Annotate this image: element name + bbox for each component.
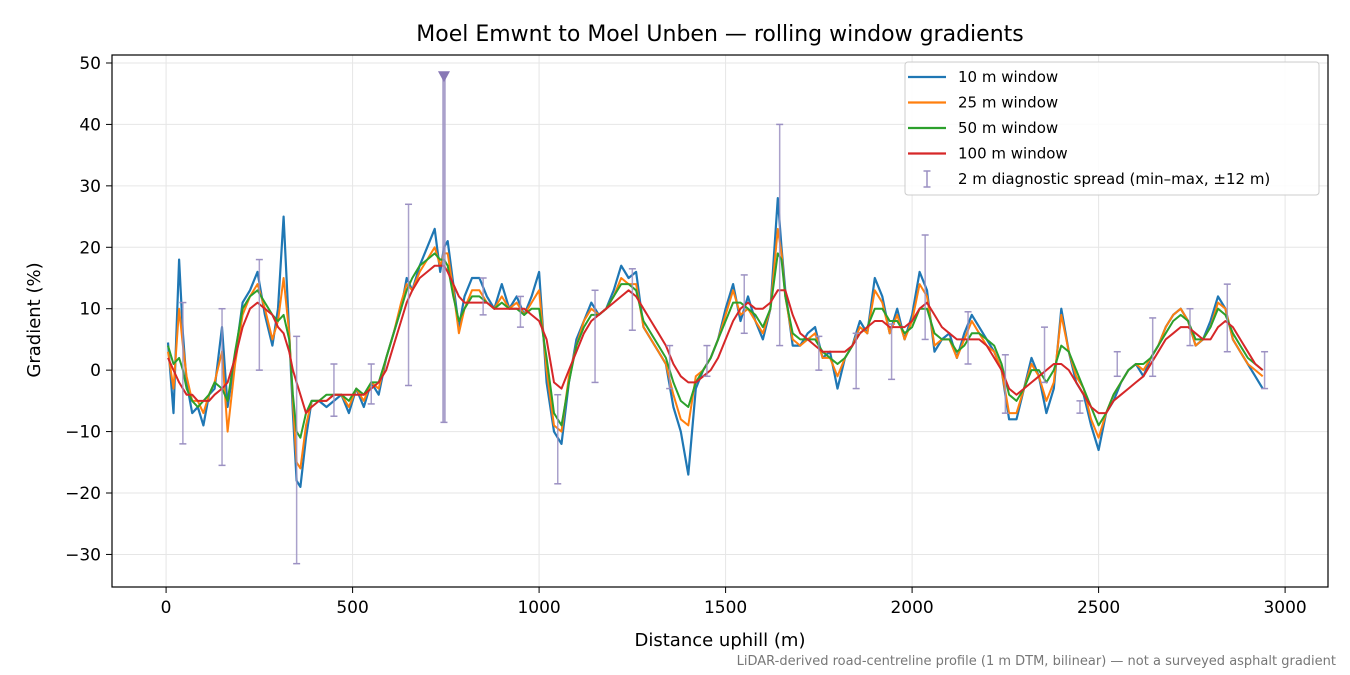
x-tick-label: 0 xyxy=(161,598,172,618)
x-axis-label: Distance uphill (m) xyxy=(635,630,806,651)
spread-errorbar xyxy=(666,344,674,390)
spread-errorbar xyxy=(703,344,711,378)
legend-entry: 25 m window xyxy=(958,94,1058,112)
y-axis-label: Gradient (%) xyxy=(24,262,45,377)
spread-errorbar xyxy=(1223,283,1231,353)
y-tick-label: 10 xyxy=(79,300,101,320)
legend-entry: 100 m window xyxy=(958,145,1068,163)
spread-errorbar xyxy=(1113,350,1121,378)
x-tick-label: 1500 xyxy=(704,598,747,618)
axis-ticks: 0 500 1000 1500 2000 2500 3000 −30 −20 −10 0 10 20 30… xyxy=(65,54,1307,618)
spread-errorbar xyxy=(628,268,636,331)
x-tick-label: 2500 xyxy=(1077,598,1120,618)
spread-errorbar xyxy=(218,307,226,467)
legend-entry: 10 m window xyxy=(958,68,1058,86)
clip-marker xyxy=(437,71,450,83)
y-tick-label: −20 xyxy=(65,484,101,504)
y-tick-label: −30 xyxy=(65,545,101,565)
spread-errorbar xyxy=(554,393,562,485)
spread-errorbar xyxy=(1041,326,1049,384)
spread-errorbar xyxy=(479,277,487,316)
series-layer xyxy=(166,197,1264,488)
spread-errorbar xyxy=(1001,354,1009,414)
spread-errorbar xyxy=(815,335,823,371)
spread-errorbar xyxy=(776,123,784,347)
x-tick-label: 3000 xyxy=(1263,598,1306,618)
legend: 10 m window 25 m window 50 m window 100 m w… xyxy=(904,61,1320,196)
x-tick-label: 2000 xyxy=(890,598,933,618)
chart-title: Moel Emwnt to Moel Unben — rolling windo… xyxy=(416,22,1023,47)
legend-entry: 50 m window xyxy=(958,119,1058,137)
y-tick-label: 20 xyxy=(79,238,101,258)
spread-errorbar xyxy=(330,363,338,417)
spread-errorbar xyxy=(516,295,524,328)
diagnostic-spread-layer xyxy=(179,71,1269,565)
spread-errorbar xyxy=(1149,317,1157,378)
y-tick-label: 40 xyxy=(79,115,101,135)
spread-errorbar xyxy=(293,335,301,565)
y-tick-label: 50 xyxy=(79,54,101,74)
x-tick-label: 500 xyxy=(336,598,368,618)
spread-errorbar xyxy=(179,301,187,445)
spread-errorbar xyxy=(921,234,929,341)
spread-errorbar xyxy=(405,203,413,387)
spread-errorbar xyxy=(437,71,450,424)
y-tick-label: 30 xyxy=(79,177,101,197)
spread-errorbar xyxy=(1186,307,1194,347)
x-tick-label: 1000 xyxy=(517,598,560,618)
spread-errorbar xyxy=(852,332,860,390)
y-tick-label: −10 xyxy=(65,423,101,443)
spread-errorbar xyxy=(255,258,263,371)
legend-entry: 2 m diagnostic spread (min–max, ±12 m) xyxy=(958,170,1270,188)
spread-errorbar xyxy=(367,363,375,405)
legend-box xyxy=(904,61,1320,196)
plot-frame xyxy=(111,54,1329,588)
series-line-4 xyxy=(167,264,1264,415)
spread-errorbar xyxy=(591,289,599,384)
spread-errorbar xyxy=(1261,350,1269,390)
spread-errorbar xyxy=(1076,400,1084,414)
spread-errorbar xyxy=(888,323,896,381)
y-tick-label: 0 xyxy=(90,361,101,381)
spread-errorbar xyxy=(740,274,748,335)
spread-errorbar xyxy=(964,311,972,365)
footnote: LiDAR-derived road-centreline profile (1… xyxy=(737,654,1336,669)
